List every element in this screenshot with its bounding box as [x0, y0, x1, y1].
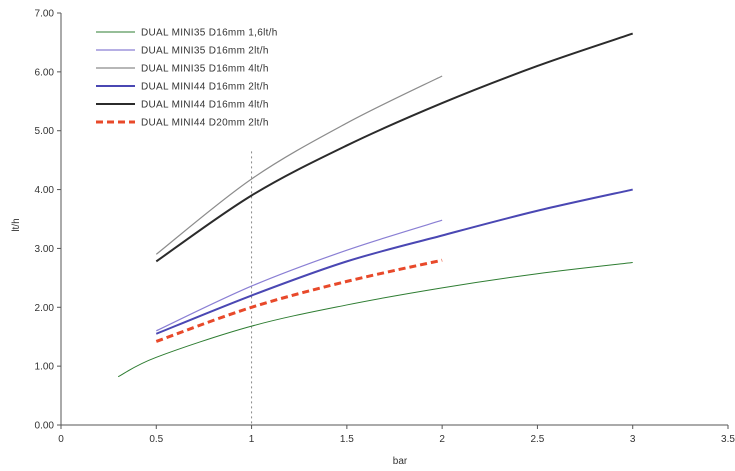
legend: DUAL MINI35 D16mm 1,6lt/h DUAL MINI35 D16…: [96, 28, 278, 129]
y-tick-label: 0.00: [35, 421, 55, 432]
legend-label-4: DUAL MINI44 D16mm 2lt/h: [141, 82, 269, 93]
y-tick-label: 4.00: [35, 185, 55, 196]
x-axis-title: bar: [393, 456, 408, 467]
plot-area: 0.00 1.00 2.00 3.00 4.00 5.00 6.00 7.00 0 0.5 1 1.5…: [35, 9, 735, 446]
legend-label-5: DUAL MINI44 D16mm 4lt/h: [141, 100, 269, 111]
series-line-1: [117, 262, 633, 378]
legend-label-6: DUAL MINI44 D20mm 2lt/h: [141, 118, 269, 129]
y-tick-label: 7.00: [35, 9, 55, 20]
y-tick-label: 1.00: [35, 362, 55, 373]
series-line-5: [155, 32, 634, 263]
x-tick-label: 0.5: [149, 434, 163, 445]
x-tick-label: 2: [439, 434, 445, 445]
series-line-2: [156, 219, 443, 332]
y-tick-label: 2.00: [35, 303, 55, 314]
x-tick-label: 3: [630, 434, 636, 445]
x-tick-label: 0: [58, 434, 64, 445]
x-tick-label: 2.5: [530, 434, 544, 445]
legend-label-2: DUAL MINI35 D16mm 2lt/h: [141, 46, 269, 57]
series-line-3: [155, 75, 443, 255]
x-tick-label: 3.5: [721, 434, 735, 445]
y-axis-title: lt/h: [11, 218, 22, 231]
series-line-4: [155, 188, 633, 335]
legend-label-3: DUAL MINI35 D16mm 4lt/h: [141, 64, 269, 75]
x-tick-label: 1: [249, 434, 255, 445]
y-tick-label: 5.00: [35, 126, 55, 137]
y-tick-label: 3.00: [35, 244, 55, 255]
y-tick-label: 6.00: [35, 67, 55, 78]
legend-label-1: DUAL MINI35 D16mm 1,6lt/h: [141, 28, 278, 39]
x-tick-label: 1.5: [340, 434, 354, 445]
series-line-6: [155, 258, 443, 343]
